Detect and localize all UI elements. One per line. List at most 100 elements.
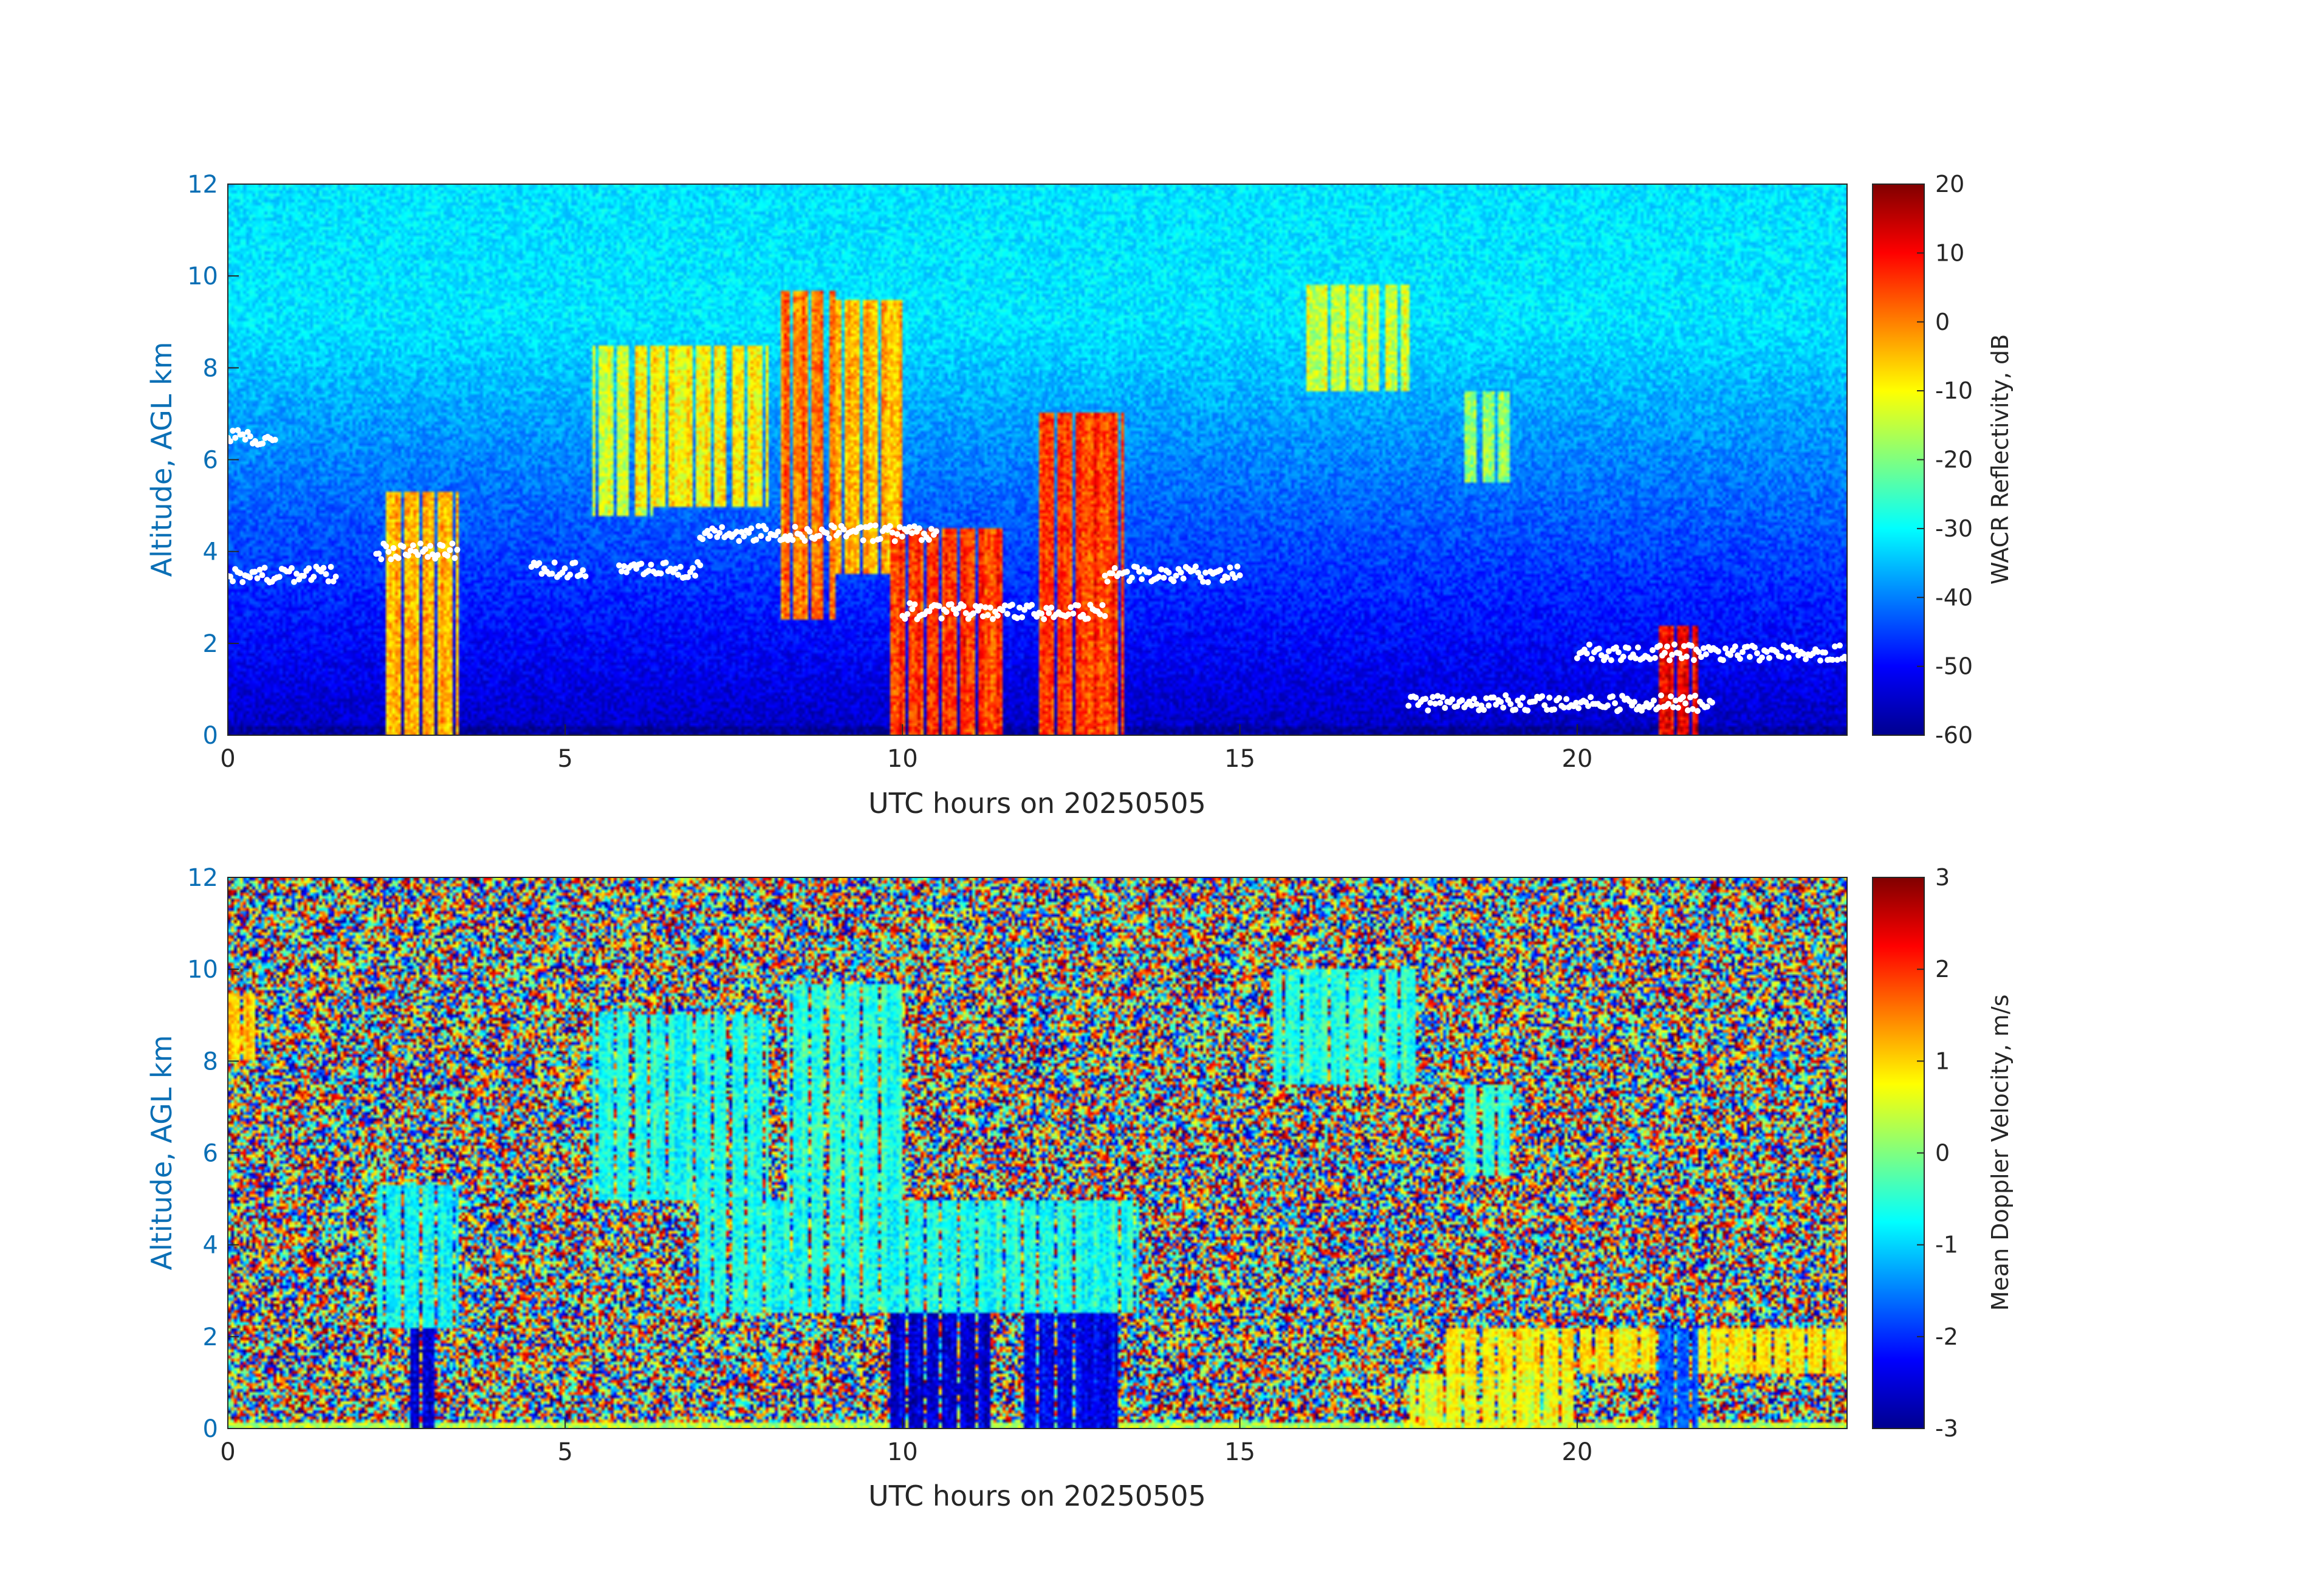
cloud-base-point <box>1700 645 1707 651</box>
y-tick-label: 0 <box>203 1415 218 1443</box>
cloud-base-point <box>1439 694 1446 701</box>
cloud-base-point <box>1719 657 1726 664</box>
cloud-base-point <box>310 574 317 580</box>
cloud-base-point <box>692 572 699 579</box>
cloud-base-point <box>1834 656 1840 663</box>
cloud-base-point <box>645 568 652 574</box>
cloud-base-point <box>1430 694 1436 701</box>
cloud-base-point <box>619 568 625 575</box>
cloud-base-point <box>1413 695 1419 701</box>
cloud-base-point <box>1128 574 1135 581</box>
cloud-base-point <box>256 566 263 573</box>
y-tick-label: 12 <box>187 171 218 199</box>
cloud-base-point <box>1689 705 1696 712</box>
cloud-base-point <box>1683 653 1690 660</box>
x-tick-label: 20 <box>1561 1438 1592 1466</box>
cloud-base-point <box>1048 604 1055 611</box>
cloud-base-point <box>801 537 808 544</box>
cloud-base-point <box>1195 569 1201 576</box>
reflectivity-x-ticks: 0 5 10 15 20 <box>220 724 1592 773</box>
cloud-base-point <box>1004 611 1010 617</box>
cloud-base-point <box>1608 657 1614 664</box>
cloud-base-point <box>928 526 934 532</box>
cloud-base-point <box>1778 653 1784 660</box>
cloud-base-point <box>1829 656 1836 663</box>
cloud-base-point <box>227 573 234 580</box>
cloud-base-point <box>1785 654 1792 661</box>
cloud-base-point <box>911 601 918 608</box>
cloud-base-point <box>1670 704 1676 710</box>
cloud-base-point <box>451 555 458 561</box>
cloud-base-point <box>276 574 283 580</box>
cloud-base-point <box>1736 656 1743 662</box>
cloud-base-point <box>244 428 251 435</box>
cloud-base-point <box>906 524 913 530</box>
cloud-base-point <box>1672 697 1679 704</box>
cloud-base-point <box>908 530 915 537</box>
cloud-base-point <box>327 563 334 570</box>
cloud-base-point <box>1676 650 1682 657</box>
reflectivity-colorbar <box>1872 184 1925 736</box>
cloud-base-point <box>753 537 759 543</box>
cloud-base-point <box>1539 693 1546 699</box>
cloud-base-point <box>806 528 813 535</box>
y-tick-label: 12 <box>187 864 218 892</box>
cloud-base-point <box>375 551 382 557</box>
cloud-base-point <box>938 615 945 622</box>
cloud-base-point <box>538 571 545 577</box>
cloud-base-point <box>911 523 917 530</box>
cloud-base-point <box>1800 650 1806 657</box>
cloud-base-point <box>1822 649 1828 656</box>
cloud-base-point <box>748 525 755 532</box>
cloud-base-point <box>1102 572 1108 579</box>
velocity-y-ticks: 0 2 4 6 8 10 12 <box>187 864 239 1443</box>
cloud-base-point <box>1459 697 1465 704</box>
cloud-base-point <box>1656 642 1663 649</box>
cloud-base-point <box>1541 702 1548 708</box>
cloud-base-point <box>789 537 796 543</box>
cloud-base-point <box>1544 707 1551 713</box>
cloud-base-point <box>1449 696 1456 702</box>
cloud-base-point <box>894 530 900 537</box>
colorbar-tick-label: 0 <box>1935 309 1950 335</box>
cloud-base-point <box>1617 706 1623 713</box>
cloud-base-point <box>623 569 630 575</box>
cloud-base-point <box>1425 707 1431 714</box>
cloud-base-markers <box>225 427 1850 715</box>
cloud-base-point <box>1065 611 1072 618</box>
cloud-base-point <box>1674 704 1681 711</box>
cloud-base-point <box>699 536 706 543</box>
reflectivity-colorbar-label: WACR Reflectivity, dB <box>1987 334 2014 585</box>
cloud-base-point <box>1715 648 1721 655</box>
cloud-base-point <box>989 616 996 622</box>
cloud-base-point <box>1671 641 1678 648</box>
cloud-base-point <box>657 570 664 577</box>
cloud-base-point <box>1763 648 1770 655</box>
cloud-base-point <box>1192 563 1199 570</box>
cloud-base-point <box>1695 649 1702 656</box>
cloud-base-point <box>1146 569 1153 575</box>
cloud-base-point <box>407 547 414 554</box>
cloud-base-point <box>970 610 976 617</box>
reflectivity-y-ticks: 0 2 4 6 8 10 12 <box>187 171 239 750</box>
cloud-base-point <box>1690 657 1697 664</box>
cloud-base-point <box>1650 697 1657 704</box>
cloud-base-point <box>872 522 879 529</box>
cloud-base-point <box>1481 707 1487 713</box>
cloud-base-point <box>1783 644 1789 651</box>
cloud-base-point <box>867 522 874 529</box>
cloud-base-point <box>982 604 989 611</box>
cloud-base-point <box>1014 615 1021 622</box>
cloud-base-point <box>857 524 864 530</box>
cloud-base-point <box>860 537 866 544</box>
colorbar-tick-label: 20 <box>1935 171 1964 197</box>
cloud-base-point <box>840 526 847 533</box>
cloud-base-point <box>1694 708 1701 715</box>
cloud-base-point <box>1075 602 1081 609</box>
cloud-base-point <box>272 436 278 443</box>
cloud-base-point <box>1831 643 1838 650</box>
cloud-base-point <box>672 565 679 572</box>
y-tick-label: 2 <box>203 1323 218 1351</box>
cloud-base-point <box>936 603 942 609</box>
cloud-base-point <box>1792 647 1799 653</box>
